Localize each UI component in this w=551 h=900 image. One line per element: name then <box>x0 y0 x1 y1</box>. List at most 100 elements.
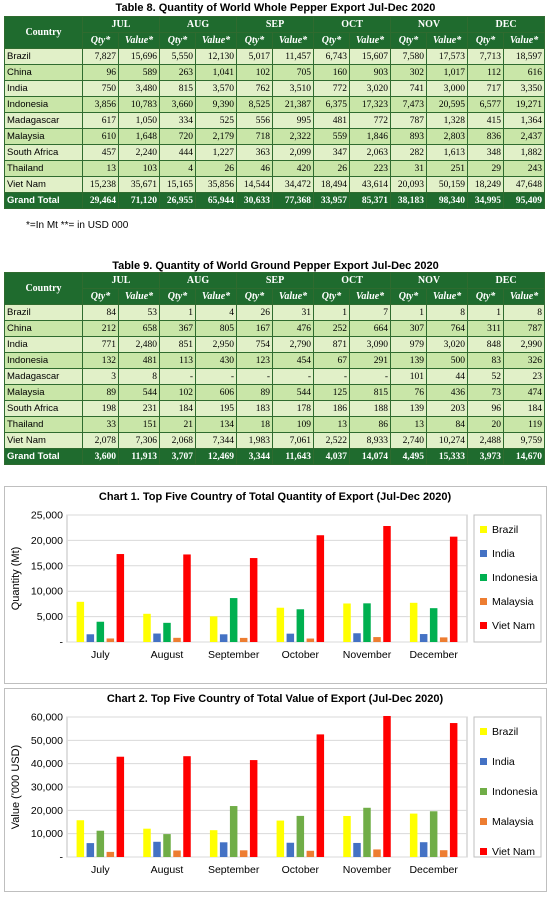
bar <box>229 598 238 642</box>
value-cell: 772 <box>349 112 392 129</box>
bar <box>429 608 438 642</box>
value-cell: 125 <box>313 384 351 401</box>
value-cell: 617 <box>82 112 119 129</box>
value-header: Value* <box>426 288 469 305</box>
value-cell: 178 <box>272 400 315 417</box>
legend-label: Indonesia <box>492 572 538 584</box>
grand-total-cell: 65,944 <box>194 192 238 209</box>
value-cell: 8,933 <box>349 432 392 449</box>
bar <box>163 834 171 857</box>
qty-header: Qty* <box>159 288 196 305</box>
month-header: NOV <box>390 272 469 289</box>
bar <box>449 723 458 857</box>
value-cell: 52 <box>467 368 505 385</box>
value-cell: 8 <box>426 304 469 321</box>
month-header: JUL <box>82 16 160 33</box>
qty-header: Qty* <box>236 32 274 49</box>
country-cell: Brazil <box>4 304 83 321</box>
value-cell: 815 <box>159 80 196 97</box>
legend-swatch <box>480 526 487 533</box>
grand-total-row: Grand Total 29,464 71,120 26,955 65,944 30,63… <box>4 192 546 209</box>
qty-header: Qty* <box>313 32 351 49</box>
value-cell: 481 <box>313 112 351 129</box>
bar <box>316 535 325 642</box>
bar <box>373 637 381 642</box>
value-cell: 307 <box>390 320 428 337</box>
value-cell: 10,783 <box>118 96 160 113</box>
value-header: Value* <box>349 32 392 49</box>
legend-swatch <box>480 622 487 629</box>
legend-label: Brazil <box>492 524 518 536</box>
qty-header: Qty* <box>390 32 428 49</box>
value-cell: 420 <box>272 160 315 177</box>
qty-header: Qty* <box>313 288 351 305</box>
value-cell: 1,041 <box>194 64 238 81</box>
legend-label: Viet Nam <box>492 620 535 632</box>
country-header: Country <box>4 272 83 305</box>
value-cell: 302 <box>390 64 428 81</box>
value-cell: 1,846 <box>349 128 392 145</box>
chart2-container: Chart 2. Top Five Country of Total Value… <box>4 688 547 892</box>
value-cell: 139 <box>390 352 428 369</box>
legend-swatch <box>480 758 487 765</box>
value-cell: 102 <box>159 384 196 401</box>
value-cell: 13 <box>82 160 119 177</box>
value-cell: 17,323 <box>349 96 392 113</box>
legend-swatch <box>480 598 487 605</box>
value-cell: 436 <box>426 384 469 401</box>
value-cell: 5,017 <box>236 48 274 65</box>
country-cell: Viet Nam <box>4 432 83 449</box>
bar <box>286 633 295 642</box>
chart-title: Chart 2. Top Five Country of Total Value… <box>107 693 444 705</box>
value-cell: 717 <box>467 80 505 97</box>
value-header: Value* <box>194 288 238 305</box>
value-cell: 1 <box>313 304 351 321</box>
value-cell: 7,473 <box>390 96 428 113</box>
value-cell: 718 <box>236 128 274 145</box>
value-cell: 26 <box>236 304 274 321</box>
y-tick-label: 40,000 <box>31 758 63 770</box>
value-cell: 2,740 <box>390 432 428 449</box>
value-cell: 787 <box>503 320 546 337</box>
value-cell: 7,061 <box>272 432 315 449</box>
table-row: India 771 2,480 851 2,950 754 2,790 871 3,090 979… <box>4 336 546 353</box>
grand-total-cell: 11,913 <box>118 448 160 465</box>
value-cell: 8 <box>503 304 546 321</box>
value-cell: 14,544 <box>236 176 274 193</box>
value-cell: 7,580 <box>390 48 428 65</box>
chart-title: Chart 1. Top Five Country of Total Quant… <box>99 491 452 503</box>
value-cell: 18 <box>236 416 274 433</box>
value-cell: 1,328 <box>426 112 469 129</box>
value-cell: 3,020 <box>426 336 469 353</box>
value-cell: 84 <box>426 416 469 433</box>
value-cell: 2,990 <box>503 336 546 353</box>
value-cell: 720 <box>159 128 196 145</box>
month-header: AUG <box>158 272 238 289</box>
bar <box>343 603 351 642</box>
value-cell: 195 <box>194 400 238 417</box>
value-cell: 805 <box>194 320 238 337</box>
value-cell: 2,063 <box>349 144 392 161</box>
value-cell: 664 <box>349 320 392 337</box>
value-cell: - <box>159 368 196 385</box>
bar <box>276 820 285 857</box>
grand-total-cell: 77,368 <box>272 192 315 209</box>
country-cell: South Africa <box>4 400 83 417</box>
country-cell: Malaysia <box>4 384 83 401</box>
value-cell: 84 <box>82 304 119 321</box>
value-cell: 134 <box>194 416 238 433</box>
bar <box>419 634 428 642</box>
value-header: Value* <box>194 32 238 49</box>
value-cell: 3 <box>82 368 119 385</box>
value-cell: 3,000 <box>426 80 469 97</box>
value-header: Value* <box>118 32 160 49</box>
y-tick-label: 20,000 <box>31 805 63 817</box>
bar <box>143 828 151 857</box>
value-cell: 348 <box>467 144 505 161</box>
value-cell: 3,856 <box>82 96 119 113</box>
value-cell: 6,375 <box>313 96 351 113</box>
value-cell: 101 <box>390 368 428 385</box>
value-cell: 20,595 <box>426 96 469 113</box>
value-cell: 252 <box>313 320 351 337</box>
bar <box>296 815 305 857</box>
